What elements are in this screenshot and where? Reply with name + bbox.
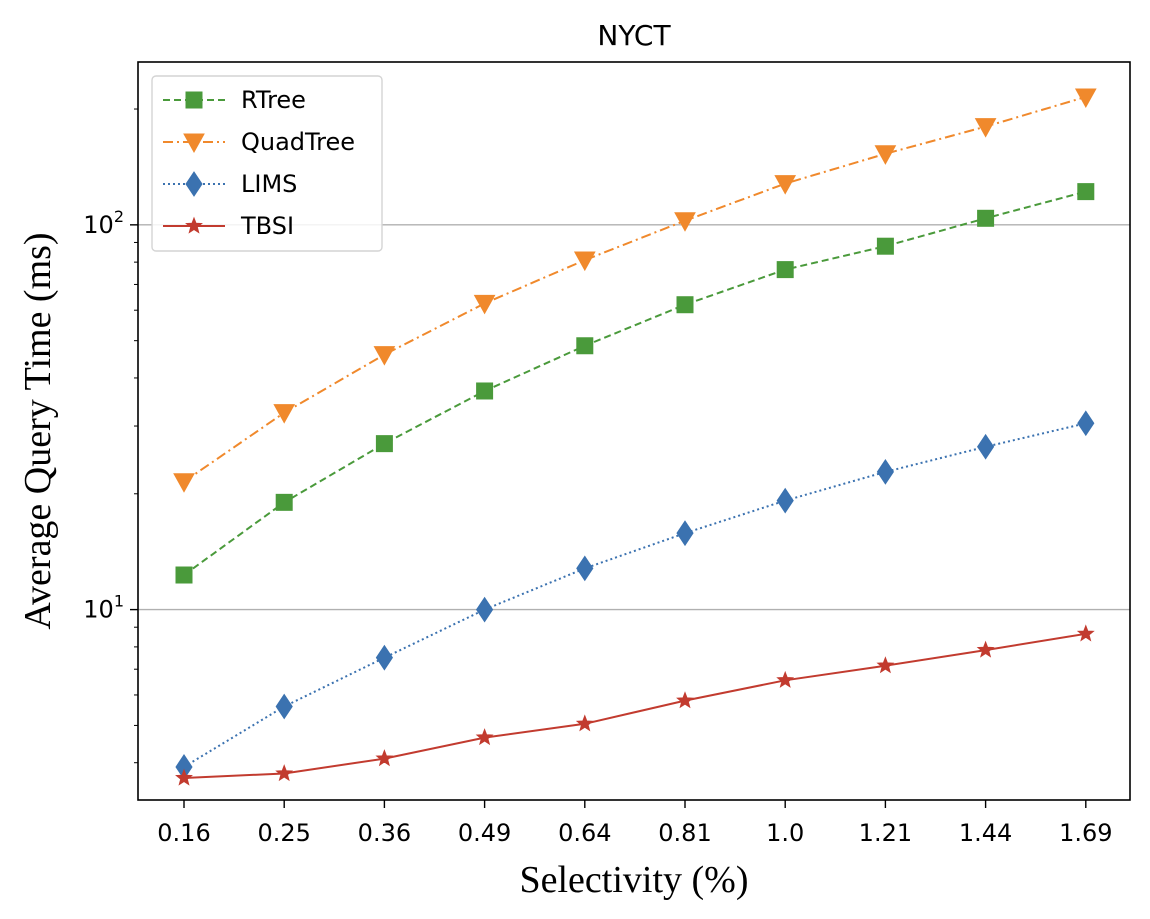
lims-point bbox=[576, 555, 594, 582]
x-tick-label: 0.81 bbox=[658, 819, 711, 847]
x-tick-label: 0.25 bbox=[257, 819, 310, 847]
lims-point bbox=[776, 487, 794, 514]
x-axis-label: Selectivity (%) bbox=[520, 859, 749, 901]
chart-title: NYCT bbox=[597, 19, 671, 52]
legend-box bbox=[151, 75, 383, 252]
quadtree-point bbox=[674, 212, 696, 232]
quadtree-point bbox=[874, 145, 897, 165]
legend-label: RTree bbox=[241, 86, 306, 114]
lims-point bbox=[1077, 410, 1095, 437]
x-tick-label: 1.0 bbox=[766, 819, 804, 847]
x-tick-label: 0.49 bbox=[458, 819, 511, 847]
rtree-point bbox=[476, 382, 494, 400]
series-markers bbox=[173, 88, 1097, 786]
legend: RTree QuadTree LIMS TBSI bbox=[151, 75, 383, 252]
tbsi-point bbox=[1076, 624, 1095, 642]
rtree-point bbox=[175, 566, 193, 584]
rtree-point bbox=[876, 237, 894, 255]
legend-label: QuadTree bbox=[241, 128, 355, 156]
legend-item-quadtree: QuadTree bbox=[163, 128, 355, 156]
tbsi-point bbox=[876, 656, 895, 674]
quadtree-point bbox=[774, 175, 797, 195]
y-tick-label: 101 bbox=[83, 592, 124, 624]
quadtree-point bbox=[974, 118, 997, 138]
y-tick-label: 102 bbox=[83, 207, 124, 239]
x-tick-label: 0.64 bbox=[558, 819, 611, 847]
rtree-point bbox=[676, 296, 694, 314]
rtree-point bbox=[1077, 183, 1095, 201]
lims-point bbox=[876, 458, 895, 485]
lims-line bbox=[183, 422, 1087, 768]
tbsi-line bbox=[183, 632, 1086, 779]
rtree-point bbox=[977, 209, 995, 227]
tbsi-point bbox=[676, 691, 694, 709]
rtree-line bbox=[183, 190, 1087, 576]
legend-marker bbox=[183, 133, 205, 154]
legend-item-rtree: RTree bbox=[163, 86, 306, 114]
tbsi-point bbox=[475, 728, 494, 746]
y-axis-label: Average Query Time (ms) bbox=[17, 232, 59, 629]
tbsi-point bbox=[976, 640, 995, 658]
tbsi-point bbox=[275, 764, 294, 782]
tbsi-point bbox=[175, 768, 193, 786]
legend-marker bbox=[185, 171, 203, 197]
rtree-point bbox=[375, 435, 393, 453]
x-tick-label: 1.69 bbox=[1059, 819, 1112, 847]
legend-marker bbox=[185, 216, 203, 234]
plot-frame bbox=[137, 61, 1131, 801]
lims-point bbox=[976, 433, 995, 460]
x-tick-label: 0.36 bbox=[358, 819, 411, 847]
tbsi-point bbox=[575, 714, 594, 732]
lims-point bbox=[275, 693, 293, 720]
x-tick-label: 1.21 bbox=[859, 819, 912, 847]
quadtree-point bbox=[373, 346, 396, 366]
x-tick-label: 1.44 bbox=[959, 819, 1012, 847]
rtree-point bbox=[776, 261, 794, 279]
quadtree-point bbox=[1074, 88, 1097, 108]
x-tick-label: 0.16 bbox=[157, 819, 210, 847]
quadtree-point bbox=[573, 251, 596, 272]
quadtree-point bbox=[173, 473, 195, 493]
tbsi-point bbox=[776, 670, 795, 688]
tbsi-point bbox=[375, 749, 394, 767]
lims-point bbox=[676, 520, 694, 547]
legend-label: TBSI bbox=[240, 212, 294, 240]
series-lines bbox=[183, 95, 1087, 779]
x-axis: 0.16 0.25 0.36 0.49 0.64 0.81 1.0 1.21 1.44 1.69 bbox=[157, 800, 1113, 847]
legend-item-tbsi: TBSI bbox=[163, 212, 294, 240]
rtree-point bbox=[576, 337, 594, 355]
quadtree-point bbox=[273, 404, 296, 424]
lims-point bbox=[475, 596, 494, 623]
lims-point bbox=[375, 644, 394, 671]
legend-item-lims: LIMS bbox=[163, 170, 297, 198]
y-axis: 101 102 bbox=[83, 108, 138, 764]
legend-label: LIMS bbox=[241, 170, 297, 198]
quadtree-point bbox=[473, 294, 496, 315]
rtree-point bbox=[275, 493, 293, 511]
legend-marker bbox=[185, 91, 203, 109]
